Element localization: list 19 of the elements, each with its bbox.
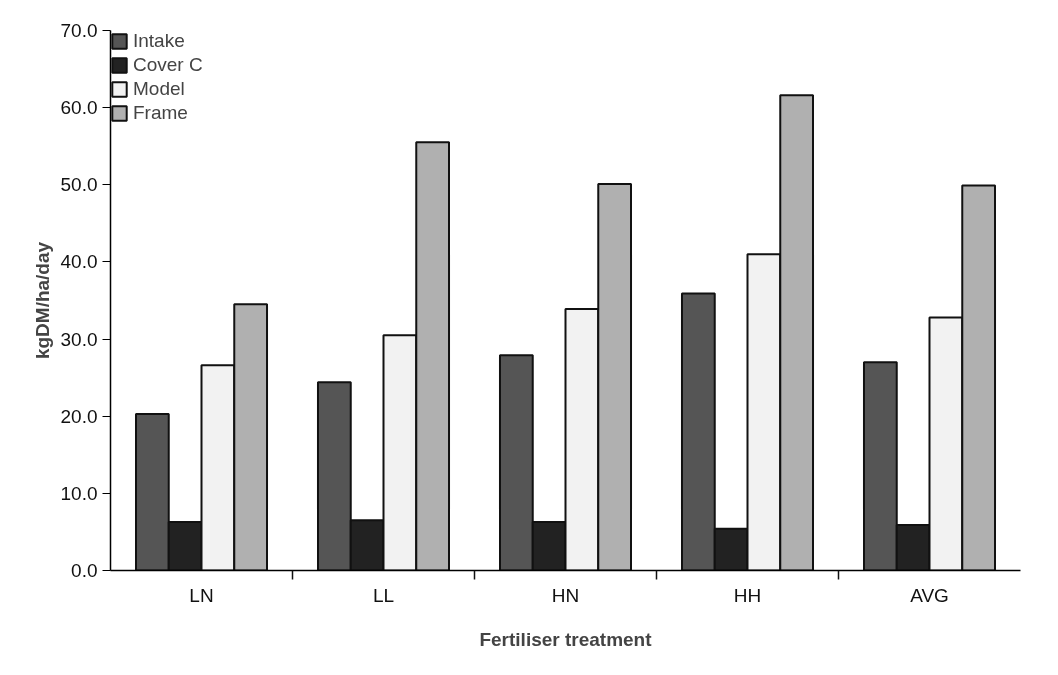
legend-label: Frame (133, 102, 188, 124)
y-tick-label: 0.0 (71, 560, 98, 581)
legend-label: Cover C (133, 54, 203, 76)
x-tick-label: LN (189, 584, 214, 606)
x-axis-title: Fertiliser treatment (479, 628, 653, 650)
y-tick-label: 40.0 (60, 251, 98, 273)
y-axis-title: kgDM/ha/day (31, 241, 53, 360)
x-tick-label: LL (372, 584, 395, 606)
x-tick-label: AVG (910, 584, 949, 606)
y-tick-label: 30.0 (60, 328, 98, 350)
y-tick-label: 60.0 (60, 97, 98, 119)
x-tick-label: HN (551, 584, 580, 606)
legend-label: Intake (133, 30, 185, 52)
y-tick-label: 70.0 (60, 20, 98, 41)
y-tick-label: 10.0 (60, 482, 98, 504)
x-tick-label: HH (733, 584, 762, 606)
y-tick-label: 20.0 (60, 405, 98, 427)
y-tick-label: 50.0 (60, 174, 98, 196)
legend-label: Model (133, 78, 185, 100)
